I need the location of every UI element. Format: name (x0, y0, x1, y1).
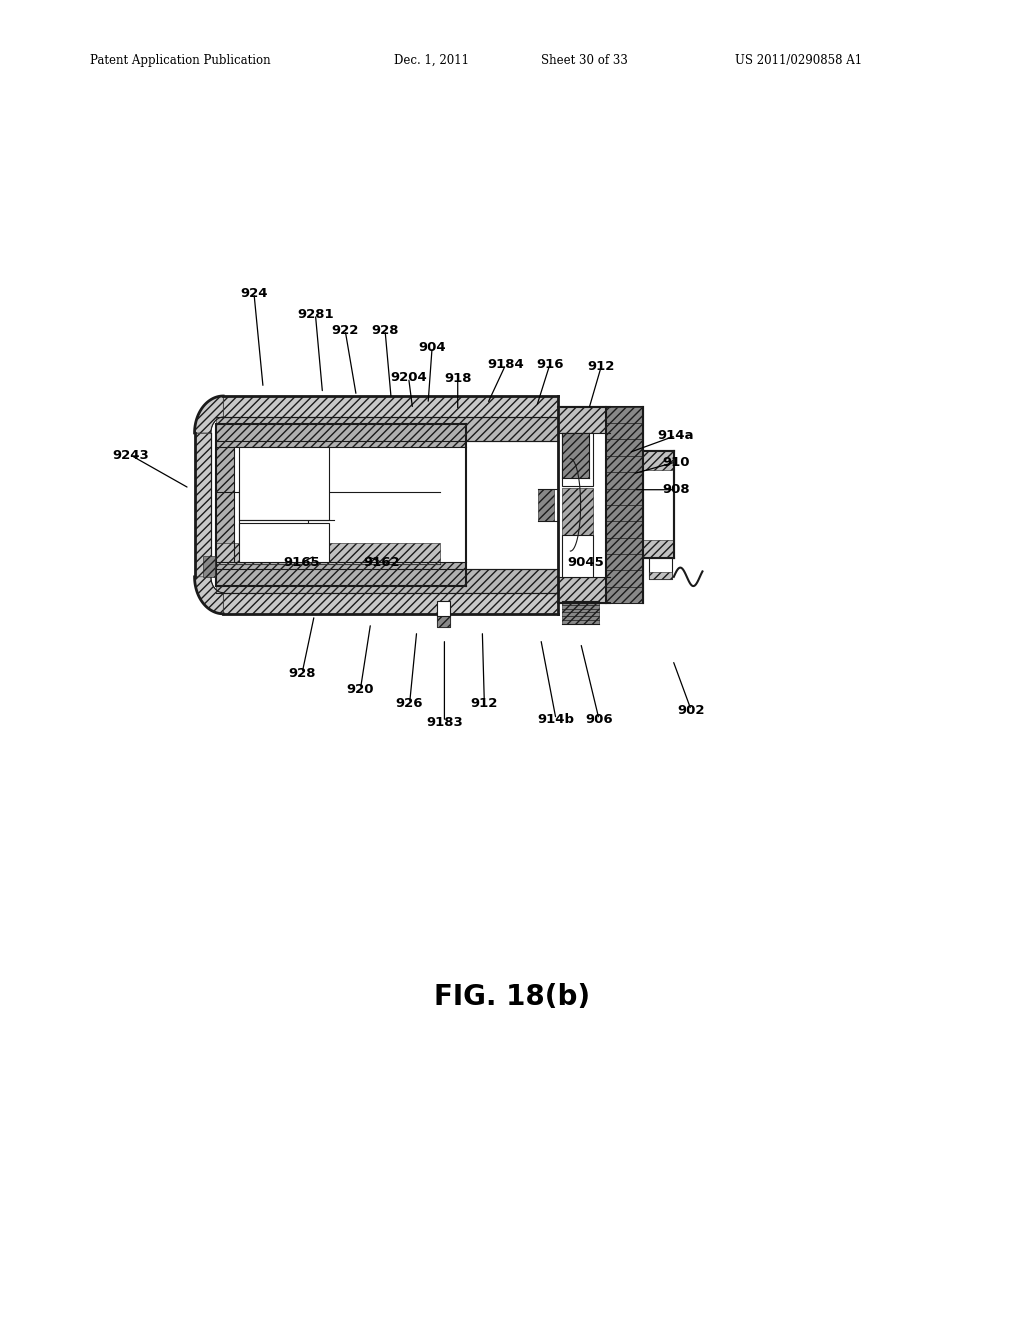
Bar (649, 558, 672, 579)
Text: 922: 922 (332, 323, 358, 337)
Text: 928: 928 (372, 323, 398, 337)
Text: Dec. 1, 2011: Dec. 1, 2011 (394, 54, 469, 67)
Bar (558, 407, 610, 433)
Text: US 2011/0290858 A1: US 2011/0290858 A1 (735, 54, 862, 67)
Text: 912: 912 (471, 697, 498, 710)
Bar (216, 447, 234, 562)
Bar (558, 577, 610, 603)
Bar (195, 433, 211, 577)
Text: 9243: 9243 (113, 449, 150, 462)
Text: 916: 916 (537, 358, 563, 371)
Text: 920: 920 (347, 682, 374, 696)
Text: 906: 906 (586, 713, 612, 726)
Bar (437, 601, 450, 627)
Bar (216, 562, 466, 586)
Polygon shape (195, 577, 223, 614)
Bar (223, 593, 558, 614)
Bar (562, 601, 599, 624)
Bar (562, 535, 593, 577)
Text: 908: 908 (663, 483, 689, 496)
Bar (643, 451, 674, 558)
Text: Patent Application Publication: Patent Application Publication (90, 54, 270, 67)
Bar (239, 447, 329, 520)
Bar (203, 556, 215, 577)
Bar (239, 490, 308, 543)
Bar (562, 488, 593, 535)
Text: 910: 910 (663, 455, 689, 469)
Polygon shape (195, 396, 223, 433)
Text: 9281: 9281 (297, 308, 334, 321)
Bar (216, 424, 466, 447)
Bar (216, 441, 558, 569)
Text: 9045: 9045 (567, 556, 604, 569)
Bar (437, 616, 450, 627)
Bar (538, 490, 554, 521)
Text: 912: 912 (588, 360, 614, 374)
Text: FIG. 18(b): FIG. 18(b) (434, 982, 590, 1011)
Text: 918: 918 (444, 372, 471, 385)
Text: 926: 926 (396, 697, 423, 710)
Text: 9204: 9204 (390, 371, 427, 384)
Text: 9183: 9183 (426, 715, 463, 729)
Text: 902: 902 (678, 704, 705, 717)
Text: 9162: 9162 (364, 556, 400, 569)
Bar (606, 407, 643, 603)
Bar (649, 572, 672, 579)
Text: 9165: 9165 (284, 556, 321, 569)
Bar (558, 407, 643, 603)
Text: 914a: 914a (657, 429, 694, 442)
Bar (223, 396, 558, 417)
Bar (562, 433, 589, 478)
Bar (216, 569, 558, 593)
Text: 904: 904 (419, 341, 445, 354)
Text: 928: 928 (289, 667, 315, 680)
Text: 914b: 914b (538, 713, 574, 726)
Bar (216, 543, 440, 564)
Text: 9184: 9184 (487, 358, 524, 371)
Bar (216, 417, 558, 441)
Bar (562, 433, 593, 486)
Bar (643, 540, 674, 558)
Text: Sheet 30 of 33: Sheet 30 of 33 (541, 54, 628, 67)
Text: 924: 924 (241, 286, 267, 300)
Bar (239, 523, 329, 562)
Bar (643, 451, 674, 470)
